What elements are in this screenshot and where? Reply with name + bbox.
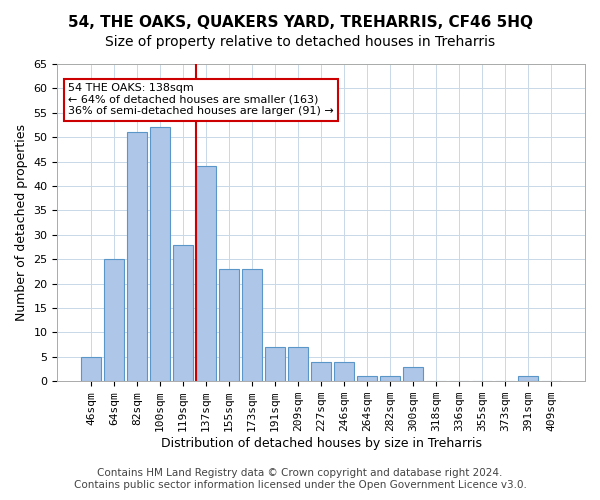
Bar	[104, 259, 124, 381]
Bar	[265, 347, 285, 381]
Bar	[289, 347, 308, 381]
Bar	[358, 376, 377, 381]
Bar	[82, 357, 101, 381]
Bar	[242, 269, 262, 381]
Bar	[380, 376, 400, 381]
Text: 54 THE OAKS: 138sqm
← 64% of detached houses are smaller (163)
36% of semi-detac: 54 THE OAKS: 138sqm ← 64% of detached ho…	[68, 83, 334, 116]
Bar	[173, 244, 193, 381]
Y-axis label: Number of detached properties: Number of detached properties	[15, 124, 28, 321]
Text: Contains HM Land Registry data © Crown copyright and database right 2024.
Contai: Contains HM Land Registry data © Crown c…	[74, 468, 526, 490]
Bar	[220, 269, 239, 381]
Bar	[127, 132, 147, 381]
Text: 54, THE OAKS, QUAKERS YARD, TREHARRIS, CF46 5HQ: 54, THE OAKS, QUAKERS YARD, TREHARRIS, C…	[67, 15, 533, 30]
Bar	[196, 166, 216, 381]
Bar	[334, 362, 354, 381]
Text: Size of property relative to detached houses in Treharris: Size of property relative to detached ho…	[105, 35, 495, 49]
Bar	[518, 376, 538, 381]
X-axis label: Distribution of detached houses by size in Treharris: Distribution of detached houses by size …	[161, 437, 482, 450]
Bar	[403, 366, 423, 381]
Bar	[151, 128, 170, 381]
Bar	[311, 362, 331, 381]
